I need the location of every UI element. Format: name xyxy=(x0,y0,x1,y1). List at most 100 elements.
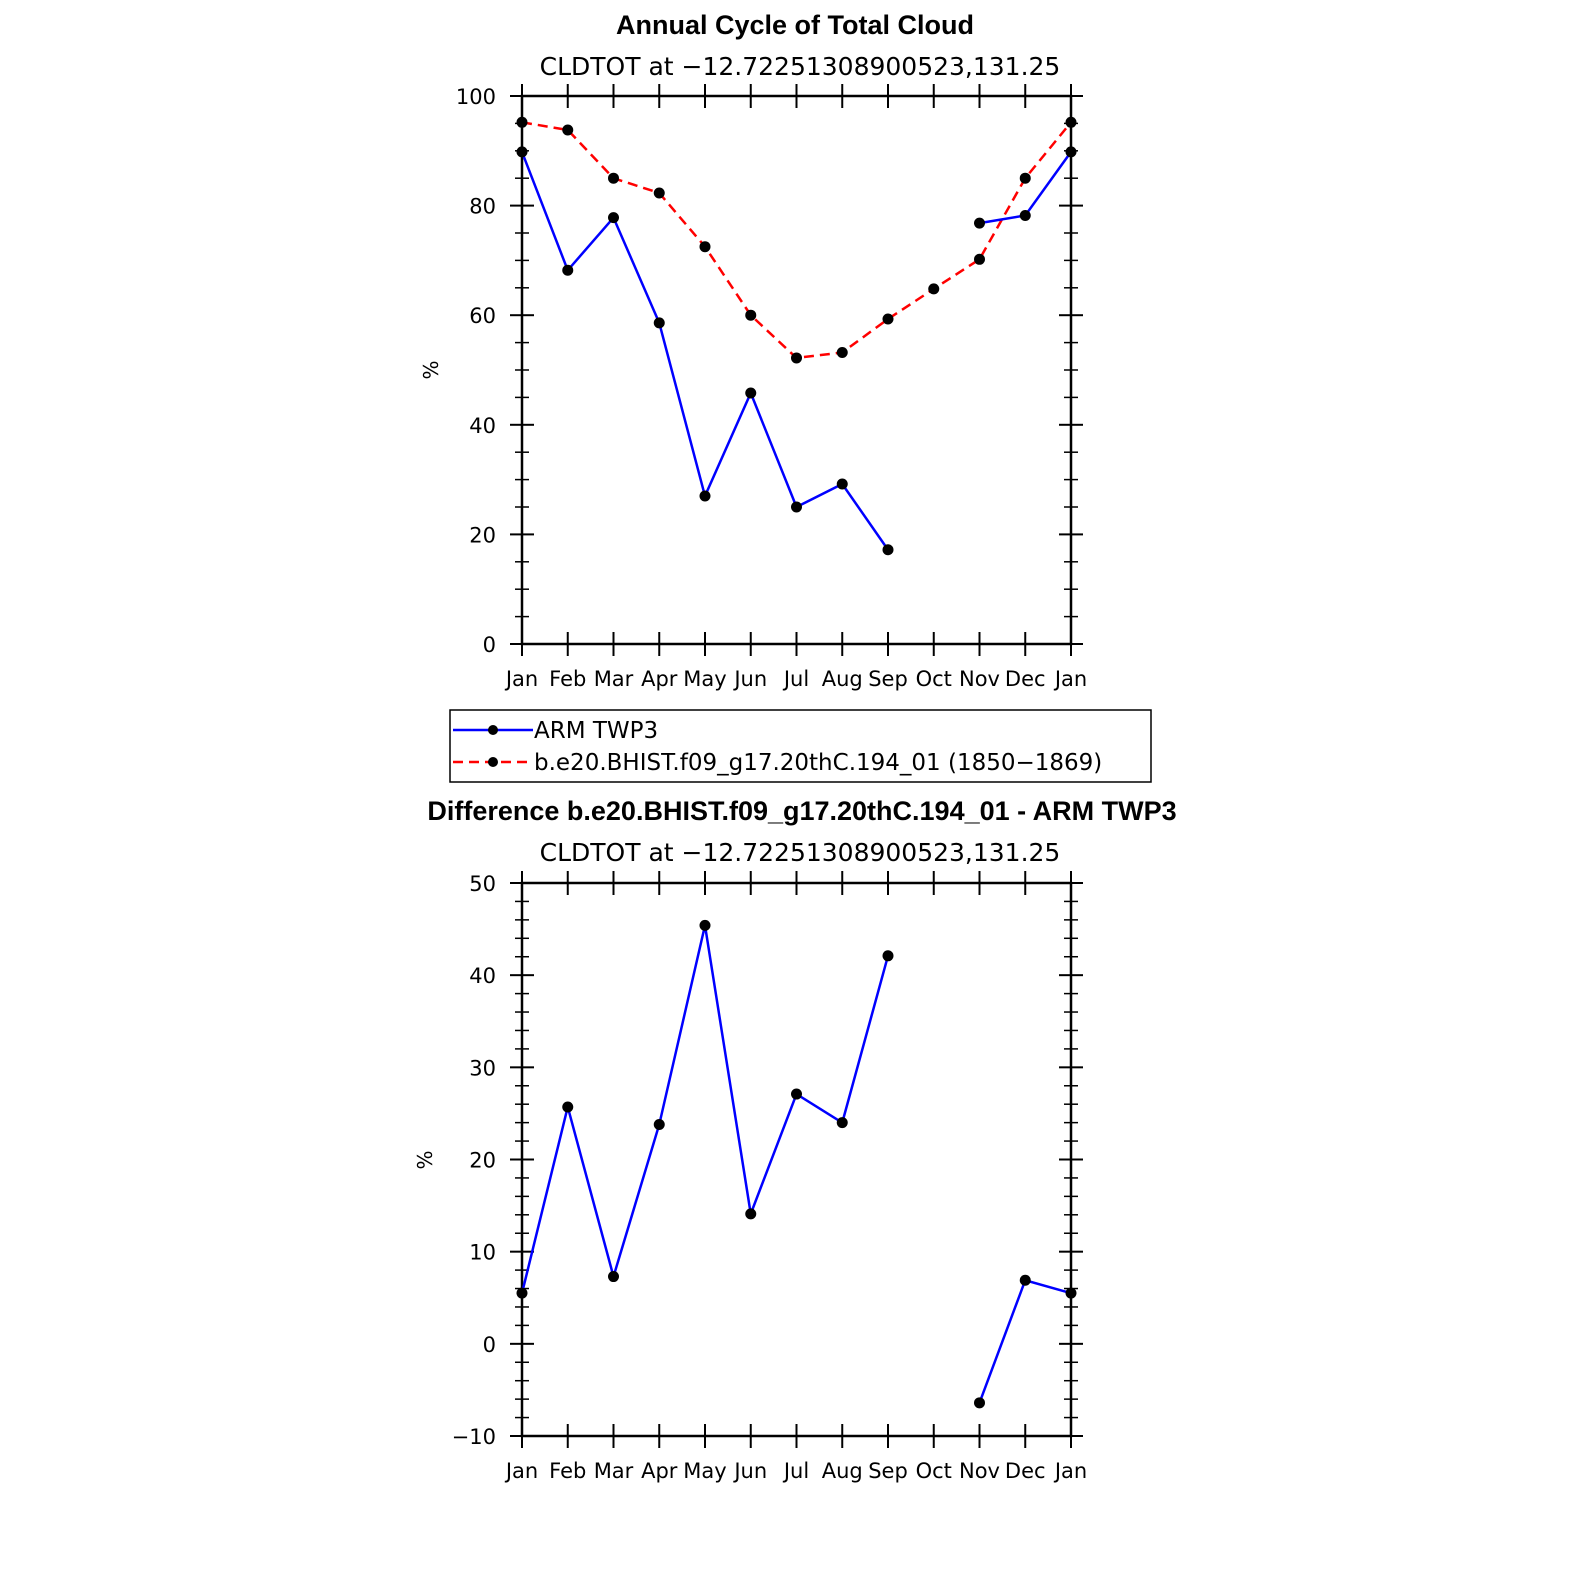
y-tick-labels: −10 0 10 20 30 40 50 xyxy=(452,872,496,1449)
y-tick-label: 40 xyxy=(469,964,496,988)
x-tick-label: Oct xyxy=(916,667,952,691)
x-tick-label: Jul xyxy=(782,1459,809,1483)
data-point xyxy=(608,1271,619,1283)
x-tick-label: Sep xyxy=(868,667,908,691)
y-tick-label: 20 xyxy=(469,523,496,547)
data-point xyxy=(699,919,711,931)
x-tick-label: Aug xyxy=(822,667,863,691)
x-tick-label: May xyxy=(683,1459,726,1483)
data-point xyxy=(1019,1274,1031,1286)
x-tick-label: Jan xyxy=(1053,667,1087,691)
data-point xyxy=(1065,146,1077,158)
x-tick-label: Sep xyxy=(868,1459,908,1483)
y-tick-label: −10 xyxy=(452,1425,496,1449)
data-point xyxy=(653,187,665,199)
x-tick-label: Aug xyxy=(822,1459,863,1483)
x-tick-label: Jan xyxy=(504,667,538,691)
legend-label-model: b.e20.BHIST.f09_g17.20thC.194_01 (1850−1… xyxy=(534,750,1102,776)
y-tick-label: 50 xyxy=(469,872,496,896)
x-tick-label: Jun xyxy=(732,1459,767,1483)
legend-marker-model xyxy=(488,757,498,767)
data-point xyxy=(974,217,985,229)
data-point xyxy=(1019,209,1031,221)
chart-title: Difference b.e20.BHIST.f09_g17.20thC.194… xyxy=(427,796,1176,826)
x-tick-label: Mar xyxy=(594,1459,634,1483)
series-line xyxy=(520,151,890,551)
data-point xyxy=(516,146,528,158)
data-point xyxy=(1065,1287,1077,1299)
y-axis-label: % xyxy=(419,360,443,379)
y-tick-label: 30 xyxy=(469,1056,496,1080)
series-line xyxy=(521,121,1072,360)
annual-cycle-panel: Annual Cycle of Total Cloud CLDTOT at −1… xyxy=(419,10,1087,691)
y-tick-label: 0 xyxy=(483,1333,496,1357)
x-tick-label: Nov xyxy=(959,667,1000,691)
plot-frame xyxy=(520,94,1073,646)
data-point xyxy=(1019,172,1031,184)
axis-ticks xyxy=(510,84,1083,656)
data-point xyxy=(836,1117,848,1129)
data-point xyxy=(745,387,757,399)
data-point xyxy=(745,1208,757,1220)
x-tick-label: Jun xyxy=(732,667,767,691)
data-point xyxy=(791,352,802,364)
chart-subtitle: CLDTOT at −12.72251308900523,131.25 xyxy=(540,52,1061,81)
x-tick-labels: Jan Feb Mar Apr May Jun Jul Aug Sep Oct Nov Dec Jan xyxy=(504,667,1087,691)
data-point xyxy=(836,478,848,490)
y-tick-label: 100 xyxy=(456,85,496,109)
data-point xyxy=(608,212,619,224)
x-tick-label: Dec xyxy=(1005,667,1046,691)
data-point xyxy=(562,1101,574,1113)
data-point xyxy=(791,1088,802,1100)
data-point xyxy=(516,1287,528,1299)
series-line xyxy=(520,925,890,1294)
x-tick-label: Nov xyxy=(959,1459,1000,1483)
x-tick-label: Apr xyxy=(641,667,678,691)
chart-subtitle: CLDTOT at −12.72251308900523,131.25 xyxy=(540,838,1061,867)
data-point xyxy=(974,253,985,265)
y-tick-label: 20 xyxy=(469,1149,496,1173)
data-point xyxy=(974,1397,985,1409)
data-point xyxy=(562,124,574,136)
difference-panel: Difference b.e20.BHIST.f09_g17.20thC.194… xyxy=(413,796,1177,1483)
data-point xyxy=(928,283,940,295)
legend-label-arm: ARM TWP3 xyxy=(534,718,658,744)
data-point xyxy=(1065,116,1077,128)
y-axis-label: % xyxy=(413,1150,437,1169)
axis-ticks xyxy=(510,871,1083,1448)
legend-box xyxy=(449,709,1152,783)
y-tick-labels: 0 20 40 60 80 100 xyxy=(456,85,496,657)
x-tick-label: Apr xyxy=(641,1459,678,1483)
y-tick-label: 40 xyxy=(469,414,496,438)
x-tick-label: Feb xyxy=(549,1459,586,1483)
legend-marker-arm xyxy=(488,725,498,735)
y-tick-label: 60 xyxy=(469,304,496,328)
x-tick-label: Jul xyxy=(782,667,809,691)
data-point xyxy=(882,313,894,325)
series-line xyxy=(978,1278,1072,1404)
y-tick-label: 10 xyxy=(469,1241,496,1265)
data-point xyxy=(882,544,894,556)
series-layer xyxy=(516,919,1077,1409)
data-point xyxy=(882,950,894,962)
x-tick-label: Dec xyxy=(1005,1459,1046,1483)
data-point xyxy=(653,1118,665,1130)
legend: ARM TWP3 b.e20.BHIST.f09_g17.20thC.194_0… xyxy=(449,709,1152,783)
x-tick-labels: Jan Feb Mar Apr May Jun Jul Aug Sep Oct Nov Dec Jan xyxy=(504,1459,1087,1483)
x-tick-label: Feb xyxy=(549,667,586,691)
x-tick-label: Mar xyxy=(594,667,634,691)
y-tick-label: 80 xyxy=(469,195,496,219)
x-tick-label: Jan xyxy=(1053,1459,1087,1483)
data-point xyxy=(653,317,665,329)
data-point xyxy=(791,501,802,513)
plot-frame xyxy=(520,881,1073,1438)
data-point xyxy=(745,309,757,321)
data-point xyxy=(608,172,619,184)
chart-title: Annual Cycle of Total Cloud xyxy=(616,10,974,40)
data-point xyxy=(836,346,848,358)
data-point xyxy=(516,116,528,128)
x-tick-label: May xyxy=(683,667,726,691)
data-point xyxy=(562,264,574,276)
series-layer xyxy=(516,116,1077,556)
